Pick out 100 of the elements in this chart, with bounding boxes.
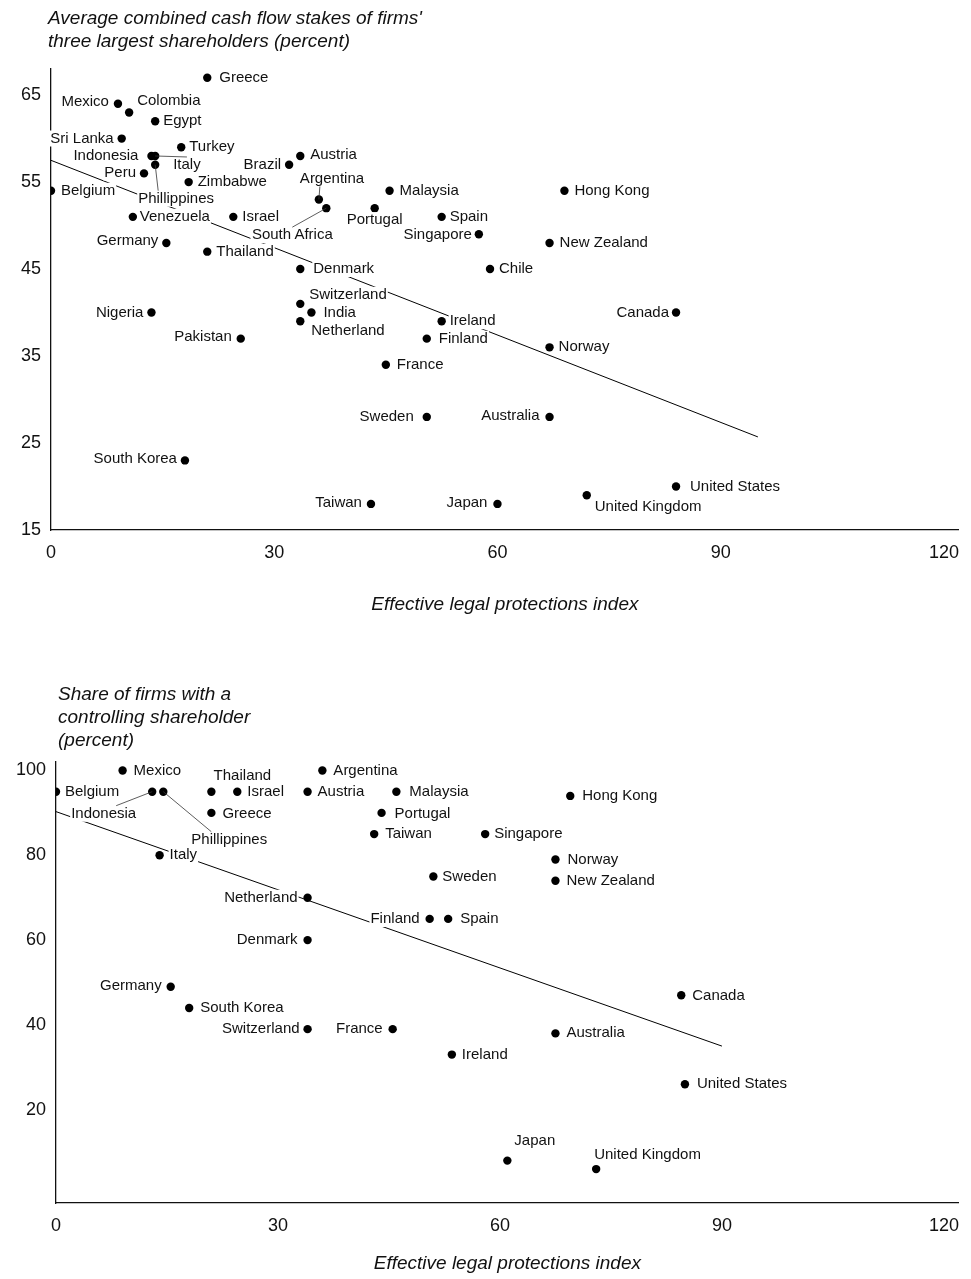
annotation: Australia [566,1022,626,1040]
point [113,99,123,108]
point [551,876,560,885]
point [118,766,127,775]
annotation: Colombia [137,90,202,108]
point [377,808,386,818]
annotation: Greece [222,804,272,822]
annotation: Japan [514,1130,556,1148]
annotation: Denmark [313,259,375,277]
point [303,787,312,796]
x-tick-label: 120 [928,541,959,562]
annotation: South Africa [251,225,334,243]
annotation: Mexico [133,760,182,778]
annotation: Spain [449,207,489,225]
annotation: Turkey [189,137,235,155]
annotation: Italy [173,155,202,173]
annotation: Finland [438,328,488,346]
point [370,203,379,213]
point [381,360,391,369]
annotation: Hong Kong [582,786,658,804]
point [480,829,490,839]
point [551,855,560,864]
annotation: Sweden [359,407,414,425]
point [150,160,160,169]
annotation: Israel [247,781,284,799]
x-tick-label: 60 [487,541,508,562]
annotation: Japan [446,493,488,511]
point [303,893,312,902]
x-tick-label: 90 [711,1214,732,1235]
annotation: Malaysia [409,781,470,799]
point [296,264,305,274]
point [385,186,394,195]
annotation: Austria [317,781,365,799]
point [162,238,171,248]
annotation: Indonesia [71,803,137,821]
annotation: Malaysia [399,180,460,198]
x-tick-label: 0 [45,541,57,562]
point [447,1050,457,1059]
annotation: Portugal [346,210,403,228]
point [155,851,164,860]
point [233,787,242,796]
point [318,766,327,775]
annotation: South Korea [93,448,178,466]
annotation: Peru [104,162,137,180]
annotation: Italy [169,845,198,863]
point [307,308,316,317]
x-tick-label: 0 [50,1214,62,1235]
annotation: Canada [616,302,670,320]
y-tick-label: 20 [25,1098,46,1119]
annotation: Germany [96,231,159,249]
point [284,160,294,169]
annotation: Portugal [394,804,451,822]
annotation: Canada [692,986,746,1004]
point [582,491,591,500]
annotation: Spain [460,909,499,927]
point [303,935,312,945]
annotation: Mexico [61,91,109,109]
annotation: Chile [499,259,534,277]
annotation: Ireland [449,311,496,329]
point [443,914,453,924]
point [437,317,446,326]
point [677,991,686,1000]
annotation: United States [696,1074,787,1092]
point [493,499,502,509]
annotation: Sri Lanka [50,128,115,146]
annotation: India [323,302,357,320]
point [229,212,238,222]
point [117,134,126,143]
annotation: Norway [558,337,610,355]
point [203,73,212,82]
point [545,412,554,422]
annotation: Israel [242,207,279,225]
y-tick-label: 100 [15,759,46,780]
point [671,482,681,491]
point [671,308,681,317]
y-tick-label: 35 [20,345,41,366]
annotation: Argentina [299,168,365,186]
annotation: United Kingdom [594,497,702,515]
y-axis-title: Share of firms with a controlling shareholder (percent) [58,682,252,751]
annotation: Austria [310,145,358,163]
point [150,116,160,126]
annotation: Phillippines [138,188,215,206]
annotation: Greece [219,67,269,85]
point [207,787,216,796]
point [296,317,305,326]
point [369,829,379,839]
annotation: Brazil [243,154,282,172]
x-tick-label: 90 [710,541,731,562]
annotation: Taiwan [385,824,432,842]
point [236,334,245,343]
annotation: Phillippines [191,829,268,847]
point [422,412,431,422]
annotation: Australia [481,406,541,424]
annotation: United Kingdom [594,1145,701,1163]
annotation: Sweden [442,866,497,884]
annotation: Zimbabwe [197,172,267,190]
annotation: Nigeria [95,302,145,320]
annotation: New Zealand [559,233,648,251]
annotation: Singapore [403,225,472,243]
x-tick-label: 60 [489,1214,510,1235]
